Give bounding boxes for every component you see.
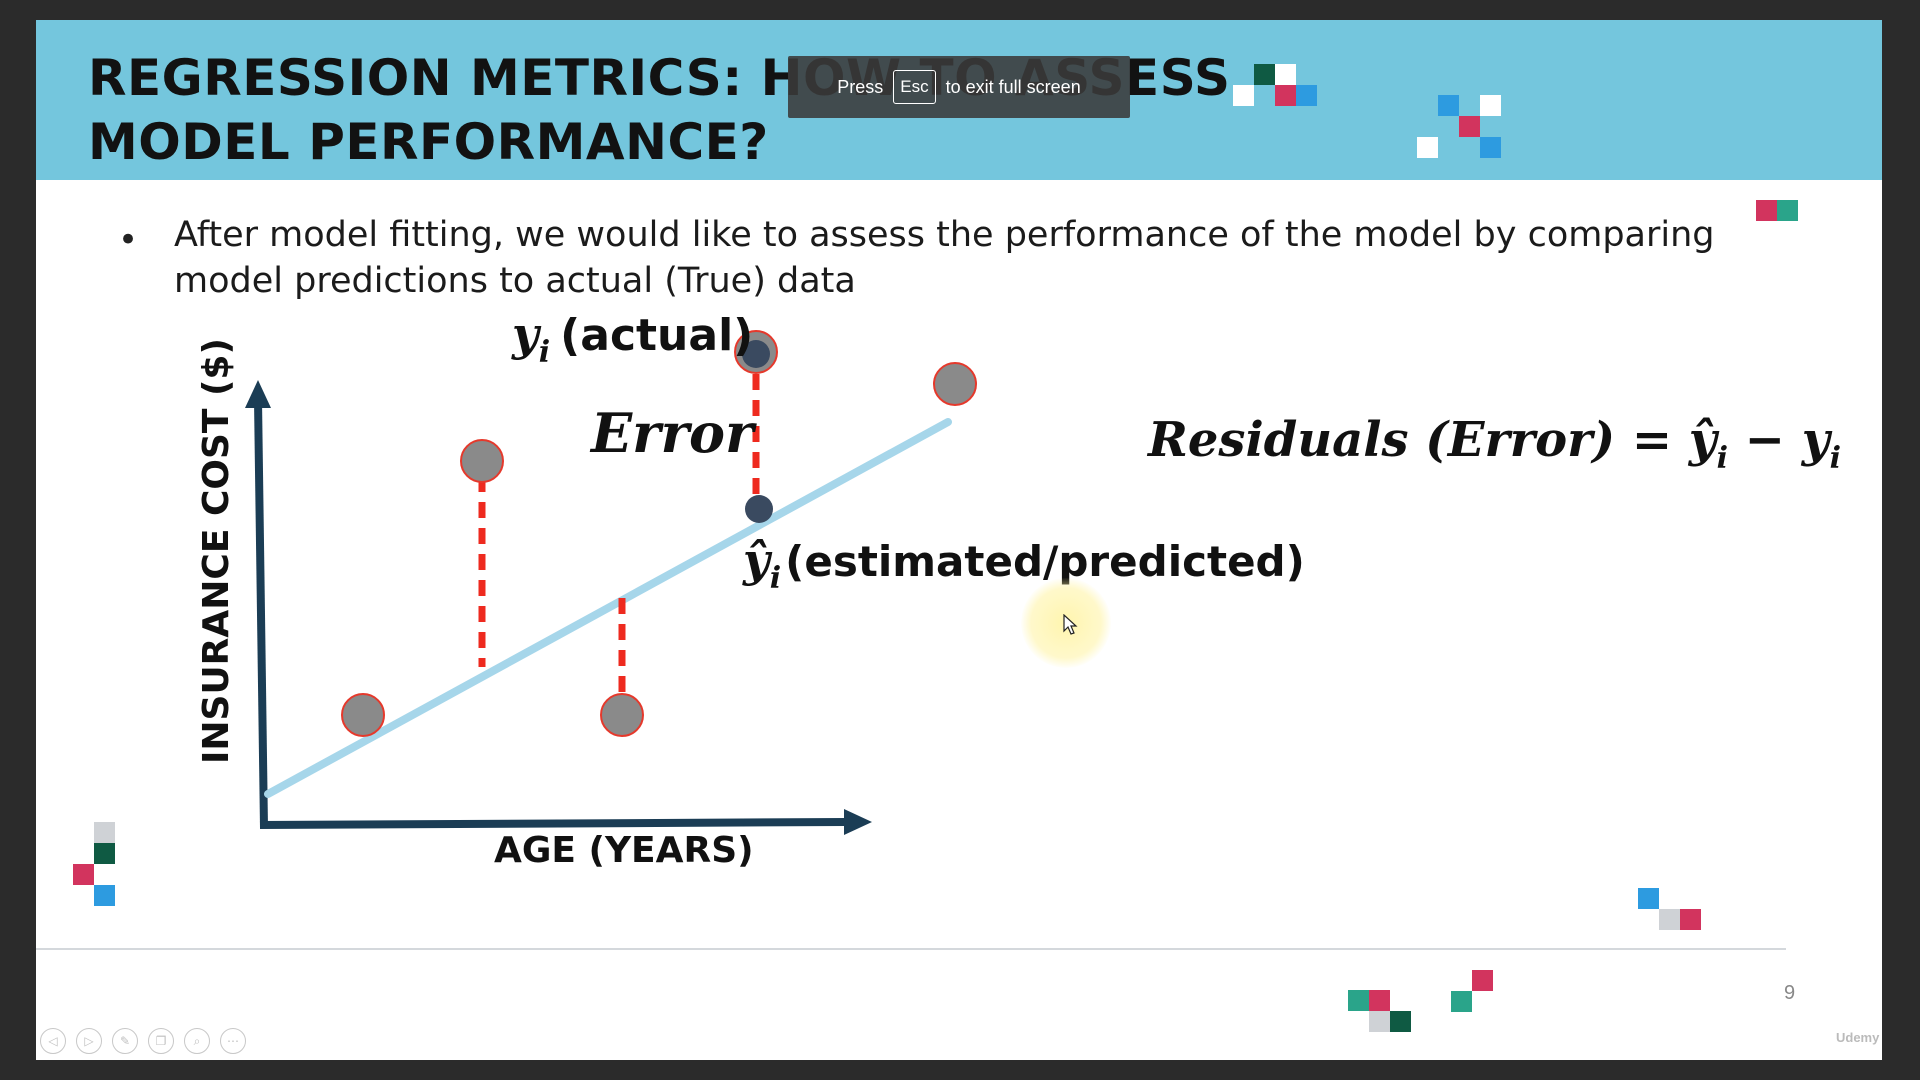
decor-square [1638,888,1659,909]
data-point [460,439,504,483]
fullscreen-toast: Press Esc to exit full screen [788,56,1130,118]
presentation-slide: REGRESSION METRICS: HOW TO ASSESS MODEL … [36,20,1882,1060]
decor-square [1275,64,1296,85]
decor-square [1233,85,1254,106]
decor-square [1296,85,1317,106]
decor-square [94,885,115,906]
footer-rule [36,948,1786,950]
data-point [341,693,385,737]
decor-square [94,843,115,864]
predicted-text: (estimated/predicted) [785,537,1305,586]
decor-square [1275,85,1296,106]
zoom-icon[interactable]: ⌕ [184,1028,210,1054]
residual-formula: Residuals (Error) = ŷi − yi [1146,412,1841,476]
decor-square [1480,137,1501,158]
formula-lhs: Residuals (Error) = [1146,412,1689,468]
formula-yhat-subscript: i [1717,441,1728,476]
predicted-label: ŷi(estimated/predicted) [742,533,1305,596]
decor-square [1417,137,1438,158]
decor-square [94,822,115,843]
regression-line [264,418,952,798]
error-label: Error [589,401,757,465]
decor-square [1369,990,1390,1011]
y-axis-label: INSURANCE COST ($) [196,338,237,764]
decor-square [1369,1011,1390,1032]
esc-key-hint: Esc [893,70,936,104]
decor-square [1390,1011,1411,1032]
actual-symbol: y [511,307,542,361]
formula-yhat: ŷ [1688,412,1720,468]
y-axis [254,399,268,829]
page-number: 9 [1784,982,1796,1004]
decor-square [1756,200,1777,221]
formula-minus: − [1728,412,1802,468]
x-axis [259,818,847,829]
predicted-point [745,495,773,523]
bullet-text: After model fitting, we would like to as… [174,215,1715,301]
formula-y: y [1801,412,1833,468]
regression-diagram: INSURANCE COST ($) AGE (YEARS) yi (actual… [196,307,1841,871]
predicted-subscript: i [770,561,781,596]
decor-square [1777,200,1798,221]
x-axis-arrowhead [844,809,872,835]
y-axis-arrowhead [245,380,271,408]
toast-press: Press [837,76,884,97]
formula-y-subscript: i [1830,441,1841,476]
mouse-cursor-icon [1063,614,1078,635]
decor-square [1254,64,1275,85]
data-point-actual-inner [742,340,770,368]
decor-square [1680,909,1701,930]
actual-label: yi (actual) [511,307,753,370]
top-frame-bar [0,0,1920,20]
decor-square [1480,95,1501,116]
slide-title-line2: MODEL PERFORMANCE? [88,113,769,171]
actual-text: (actual) [560,310,753,361]
decor-square [1459,116,1480,137]
copy-icon[interactable]: ❐ [148,1028,174,1054]
play-icon[interactable]: ▷ [76,1028,102,1054]
more-icon[interactable]: ⋯ [220,1028,246,1054]
toast-suffix: to exit full screen [945,76,1081,97]
player-controls: ◁ ▷ ✎ ❐ ⌕ ⋯ [40,1028,246,1054]
bullet-marker: • [118,220,139,260]
decor-square [1438,95,1459,116]
data-point [933,362,977,406]
x-axis-label: AGE (YEARS) [494,830,754,871]
udemy-watermark: Udemy [1836,1030,1880,1045]
decor-square [1348,990,1369,1011]
actual-subscript: i [539,335,550,370]
predicted-symbol: ŷ [742,533,773,587]
decor-square [1451,991,1472,1012]
previous-icon[interactable]: ◁ [40,1028,66,1054]
data-point [600,693,644,737]
decor-square [73,864,94,885]
decor-square [1659,909,1680,930]
pen-icon[interactable]: ✎ [112,1028,138,1054]
bottom-frame-bar [0,1060,1920,1080]
decor-square [1472,970,1493,991]
